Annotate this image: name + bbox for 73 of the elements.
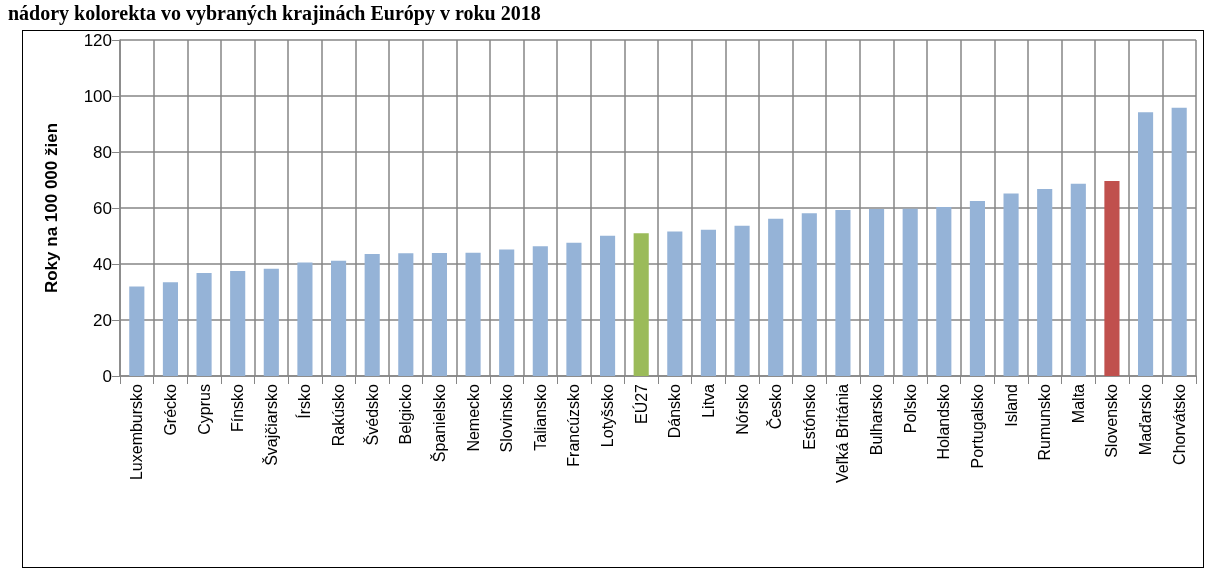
bar (768, 218, 784, 376)
x-tick-label: Portugalsko (968, 383, 986, 469)
bar (835, 209, 851, 376)
x-tick-label: Veľká Británia (834, 383, 852, 483)
bar (700, 229, 716, 376)
x-tick-label: Slovensko (1103, 383, 1121, 458)
bar (263, 268, 279, 376)
x-tick-label: Luxembursko (128, 383, 146, 481)
bar (600, 235, 616, 376)
x-tick-label: Švajčiarsko (261, 383, 280, 466)
bar (162, 282, 178, 376)
bar (230, 271, 246, 376)
x-tick-label: Lotyšsko (599, 383, 617, 448)
x-tick-label: Island (1002, 384, 1020, 427)
chart-title: nádory kolorekta vo vybraných krajinách Európy v roku 2018 (8, 2, 541, 25)
y-tick-label: 80 (93, 142, 112, 162)
bar (331, 260, 347, 376)
bar (801, 213, 817, 376)
y-tick-label: 20 (93, 310, 112, 330)
bar (431, 253, 447, 376)
x-tick-label: Francúzsko (565, 383, 583, 467)
bar (465, 252, 481, 376)
bar (902, 208, 918, 376)
x-tick-label: Rakúsko (330, 383, 348, 447)
x-tick-label: Fínsko (229, 383, 247, 433)
bar (499, 249, 515, 376)
bar (1070, 183, 1086, 376)
bar (398, 253, 414, 376)
x-tick-label: Dánsko (666, 383, 684, 439)
x-tick-label: Rumunsko (1036, 383, 1054, 461)
x-tick-label: Maďarsko (1137, 383, 1155, 456)
bar (1171, 107, 1187, 376)
x-tick-label: Grécko (161, 383, 179, 436)
bar (869, 209, 885, 376)
x-tick-label: Poľsko (901, 383, 919, 434)
x-tick-label: EÚ27 (631, 383, 650, 425)
x-tick-label: Taliansko (531, 383, 549, 451)
x-tick-label: Estónsko (800, 383, 818, 450)
x-tick-label: Holandsko (935, 383, 953, 460)
x-tick-label: Španielsko (429, 383, 448, 463)
bar (364, 253, 380, 376)
bar (1037, 188, 1053, 376)
x-tick-label: Malta (1069, 383, 1087, 424)
y-tick-label: 120 (83, 30, 112, 50)
bar (734, 225, 750, 376)
y-axis-title: Roky na 100 000 žien (42, 122, 61, 294)
bar (1003, 193, 1019, 376)
bar (532, 246, 548, 376)
bar (297, 262, 313, 376)
x-tick-label: Cyprus (195, 384, 213, 435)
x-tick-label: Írsko (295, 383, 314, 419)
y-tick-label: 60 (93, 198, 112, 218)
x-tick-label: Nórsko (733, 383, 751, 435)
bar (936, 206, 952, 376)
bar (969, 201, 985, 376)
y-tick-label: 0 (102, 366, 112, 386)
bar (1104, 181, 1120, 376)
x-tick-label: Bulharsko (868, 383, 886, 456)
x-tick-label: Belgicko (397, 383, 415, 445)
x-tick-label: Česko (766, 383, 785, 430)
x-tick-label: Švédsko (362, 383, 381, 446)
bar (129, 286, 145, 376)
y-tick-label: 100 (83, 86, 112, 106)
bar (196, 272, 212, 376)
bar (667, 231, 683, 376)
bar (1138, 112, 1154, 376)
bar (633, 233, 649, 376)
x-tick-label: Slovinsko (498, 383, 516, 453)
y-tick-label: 40 (93, 254, 112, 274)
bar (566, 242, 582, 376)
x-tick-label: Chorvátsko (1170, 383, 1188, 465)
x-tick-label: Nemecko (464, 383, 482, 452)
x-tick-label: Litva (699, 383, 717, 418)
